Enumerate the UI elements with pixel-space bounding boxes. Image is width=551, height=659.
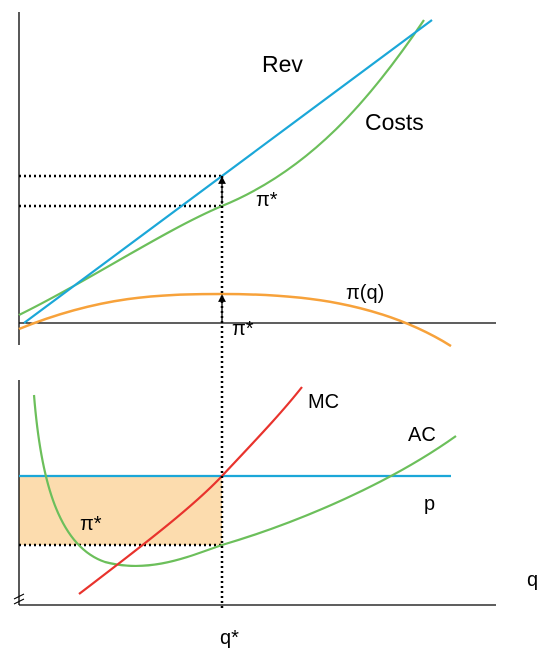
- max-profit-label: π*: [232, 318, 254, 340]
- profit-gap-label: π*: [256, 189, 278, 211]
- ac-label: AC: [408, 424, 436, 446]
- average-cost-curve: [32, 394, 457, 568]
- top-panel: Rev Costs π* π(q) π*: [18, 12, 496, 348]
- cost-curve: [18, 19, 425, 316]
- profit-curve: [18, 292, 452, 348]
- profit-area: [19, 476, 222, 545]
- profit-curve-label: π(q): [346, 282, 384, 304]
- q-star-label: q*: [220, 627, 239, 649]
- costs-label: Costs: [365, 109, 424, 135]
- q-axis-label: q: [527, 569, 538, 591]
- bottom-panel: MC AC p π* q: [13, 380, 538, 606]
- revenue-line: [23, 19, 433, 324]
- profit-area-label: π*: [80, 513, 102, 535]
- price-label: p: [424, 493, 435, 515]
- revenue-label: Rev: [262, 51, 303, 77]
- mc-label: MC: [308, 391, 339, 413]
- marginal-cost-curve: [78, 386, 303, 595]
- axis-break-icon: [13, 593, 25, 605]
